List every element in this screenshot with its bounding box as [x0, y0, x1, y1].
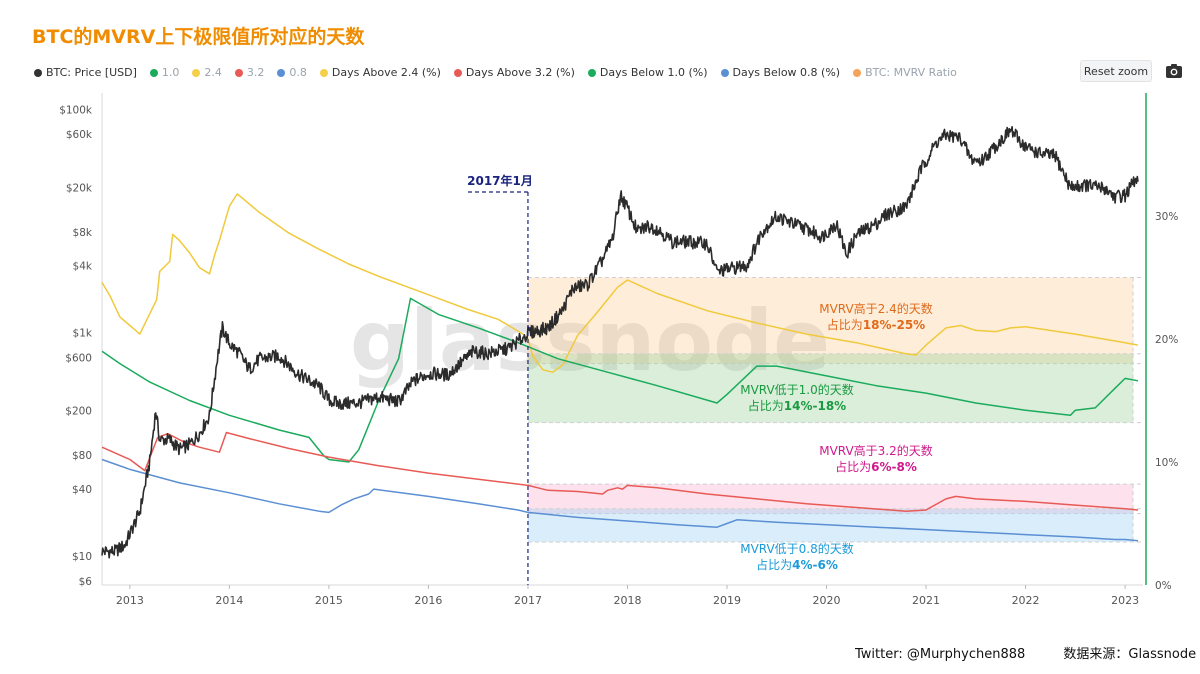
- annotation-below-1-0-value: 占比为14%-18%: [748, 398, 846, 413]
- legend-item-8[interactable]: Days Below 0.8 (%): [720, 66, 841, 79]
- x-tick-label: 2017: [514, 594, 542, 607]
- y-left-tick-label: $6: [79, 576, 93, 588]
- band-above-2-4: [527, 277, 1133, 364]
- legend-dot: [319, 69, 328, 77]
- y-left-tick-label: $600: [65, 352, 92, 364]
- legend-item-7[interactable]: Days Below 1.0 (%): [587, 66, 708, 79]
- twitter-credit: Twitter: @Murphychen888: [855, 647, 1026, 662]
- y-left-tick-label: $4k: [73, 260, 93, 272]
- legend-label: Days Below 0.8 (%): [732, 66, 841, 79]
- y-left-tick-label: $60k: [66, 129, 93, 141]
- x-tick-label: 2015: [315, 594, 343, 607]
- legend-dot: [192, 69, 201, 77]
- annotation-prefix: 占比为: [748, 398, 784, 413]
- reset-zoom-button[interactable]: Reset zoom: [1080, 60, 1152, 82]
- series-line-3: [101, 458, 1139, 542]
- y-right-tick-label: 0%: [1155, 580, 1172, 592]
- legend-item-4[interactable]: 0.8: [277, 66, 307, 79]
- legend-item-1[interactable]: 1.0: [149, 66, 180, 79]
- annotation-below-1-0-title: MVRV低于1.0的天数: [740, 382, 854, 397]
- y-left-tick-label: $100k: [59, 104, 93, 116]
- y-right-tick-label: 20%: [1155, 334, 1178, 346]
- legend-label: BTC: Price [USD]: [46, 66, 137, 79]
- x-tick-label: 2014: [215, 594, 243, 607]
- y-left-tick-label: $200: [65, 406, 92, 418]
- legend-item-6[interactable]: Days Above 3.2 (%): [453, 66, 575, 79]
- y-left-tick-label: $10: [72, 551, 92, 563]
- series-line-1: [101, 297, 1139, 463]
- annotation-range: 18%-25%: [863, 318, 925, 332]
- legend-dot: [853, 69, 862, 77]
- x-tick-label: 2021: [912, 594, 940, 607]
- x-tick-label: 2018: [613, 594, 641, 607]
- x-tick-label: 2016: [414, 594, 442, 607]
- annotation-above-2-4-value: 占比为18%-25%: [827, 317, 925, 332]
- legend: BTC: Price [USD] 1.0 2.4 3.2 0.8 Days Above 2…: [34, 66, 970, 79]
- annotation-above-3-2-value: 占比为6%-8%: [835, 459, 917, 474]
- annotation-prefix: 占比为: [835, 459, 871, 474]
- x-tick-label: 2020: [813, 594, 841, 607]
- legend-item-0[interactable]: BTC: Price [USD]: [34, 66, 137, 79]
- series-line-0: [101, 193, 1139, 373]
- legend-label: 2.4: [204, 66, 222, 79]
- annotation-range: 14%-18%: [784, 399, 846, 413]
- legend-dot: [34, 69, 42, 77]
- marker-label: 2017年1月: [467, 173, 533, 188]
- y-left-tick-label: $20k: [66, 182, 93, 194]
- legend-dot: [587, 69, 596, 77]
- x-tick-label: 2022: [1012, 594, 1040, 607]
- x-tick-label: 2013: [116, 594, 144, 607]
- legend-item-9[interactable]: BTC: MVRV Ratio: [853, 66, 957, 79]
- legend-dot: [277, 69, 286, 77]
- legend-label: 3.2: [246, 66, 265, 79]
- legend-label: 0.8: [289, 66, 307, 79]
- legend-label: 1.0: [161, 66, 180, 79]
- annotation-range: 6%-8%: [871, 460, 917, 474]
- legend-dot: [234, 69, 243, 77]
- series-line-2: [101, 431, 1139, 512]
- y-left-tick-label: $80: [72, 450, 92, 462]
- chart-title: BTC的MVRV上下极限值所对应的天数: [32, 26, 365, 48]
- annotation-above-2-4-title: MVRV高于2.4的天数: [819, 301, 933, 316]
- legend-dot: [453, 69, 462, 77]
- camera-icon[interactable]: [1165, 62, 1183, 80]
- y-left-tick-label: $8k: [73, 227, 93, 239]
- x-tick-label: 2019: [713, 594, 741, 607]
- legend-label: Days Above 2.4 (%): [331, 66, 441, 79]
- annotation-prefix: 占比为: [827, 317, 863, 332]
- legend-dot: [720, 69, 729, 77]
- y-right-tick-label: 10%: [1155, 457, 1178, 469]
- legend-item-3[interactable]: 3.2: [234, 66, 265, 79]
- annotation-below-0-8-value: 占比为4%-6%: [756, 557, 838, 572]
- legend-label: Days Above 3.2 (%): [465, 66, 575, 79]
- y-left-tick-label: $40: [72, 484, 92, 496]
- legend-dot: [149, 69, 158, 77]
- credits: Twitter: @Murphychen888 数据来源：Glassnode: [855, 643, 1200, 662]
- annotation-below-0-8-title: MVRV低于0.8的天数: [740, 541, 854, 556]
- annotation-above-3-2-title: MVRV高于3.2的天数: [819, 443, 933, 458]
- data-source-credit: 数据来源：Glassnode: [1063, 647, 1197, 662]
- legend-label: Days Below 1.0 (%): [599, 66, 708, 79]
- legend-item-5[interactable]: Days Above 2.4 (%): [319, 66, 441, 79]
- annotation-prefix: 占比为: [756, 557, 792, 572]
- x-tick-label: 2023: [1111, 594, 1139, 607]
- legend-item-2[interactable]: 2.4: [192, 66, 222, 79]
- y-right-tick-label: 30%: [1155, 211, 1178, 223]
- y-left-tick-label: $1k: [73, 328, 93, 340]
- annotation-range: 4%-6%: [792, 558, 838, 572]
- series-line-4: [101, 126, 1139, 559]
- legend-label: BTC: MVRV Ratio: [865, 66, 957, 79]
